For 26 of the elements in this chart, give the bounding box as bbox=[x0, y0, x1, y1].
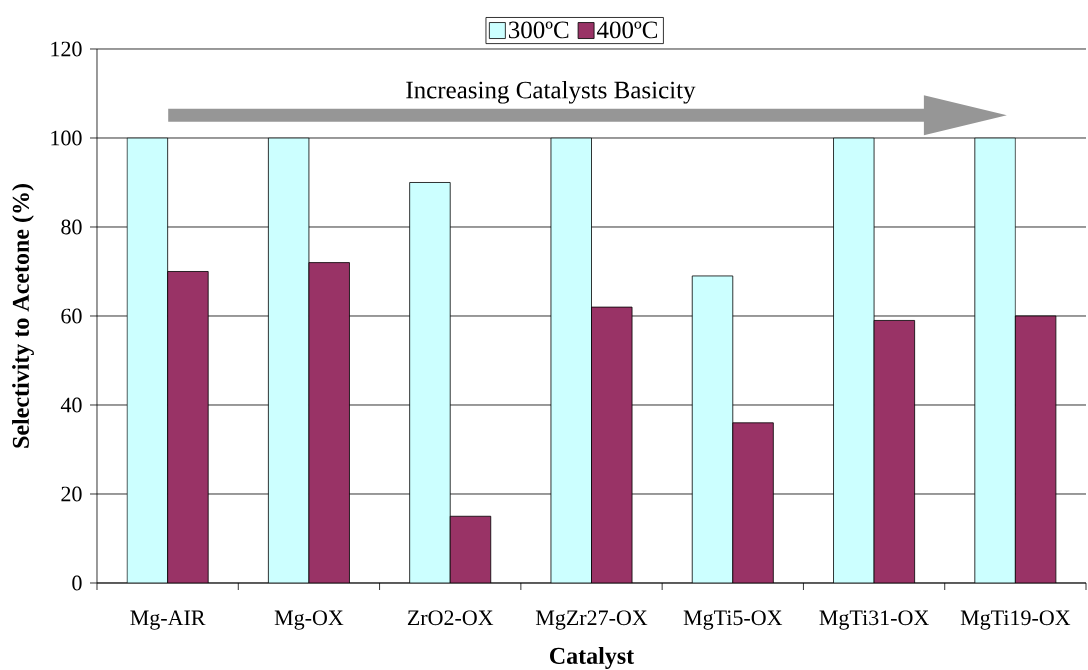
y-tick-label: 0 bbox=[72, 575, 82, 591]
x-tick-label: Mg-AIR bbox=[130, 610, 206, 630]
bar bbox=[732, 422, 774, 583]
bar bbox=[1014, 315, 1057, 583]
bar bbox=[449, 515, 492, 583]
y-tick-label: 120 bbox=[51, 41, 82, 57]
y-tick-label: 100 bbox=[51, 130, 82, 146]
bar bbox=[873, 320, 916, 583]
y-tick-label: 20 bbox=[61, 486, 82, 502]
y-axis-title: Selectivity to Acetone (%) bbox=[12, 184, 34, 448]
y-tick-label: 80 bbox=[61, 219, 82, 235]
bar bbox=[591, 306, 633, 583]
y-tick-label: 60 bbox=[61, 308, 82, 324]
x-tick-label: ZrO2-OX bbox=[407, 610, 494, 626]
bar bbox=[167, 271, 209, 583]
x-tick-label: Mg-OX bbox=[274, 610, 344, 630]
x-tick-label: MgTi19-OX bbox=[960, 610, 1071, 630]
x-axis-title: Catalyst bbox=[550, 647, 635, 669]
legend-label: 400ºC bbox=[596, 21, 658, 39]
y-tick-label: 40 bbox=[60, 397, 82, 413]
legend-label: 300ºC bbox=[508, 21, 569, 39]
x-tick-label: MgTi31-OX bbox=[819, 610, 929, 630]
x-tick-label: MgTi5-OX bbox=[683, 610, 783, 630]
x-tick-label: MgZr27-OX bbox=[535, 610, 648, 630]
annotation: Increasing Catalysts Basicity bbox=[406, 80, 696, 104]
bar bbox=[308, 262, 350, 583]
